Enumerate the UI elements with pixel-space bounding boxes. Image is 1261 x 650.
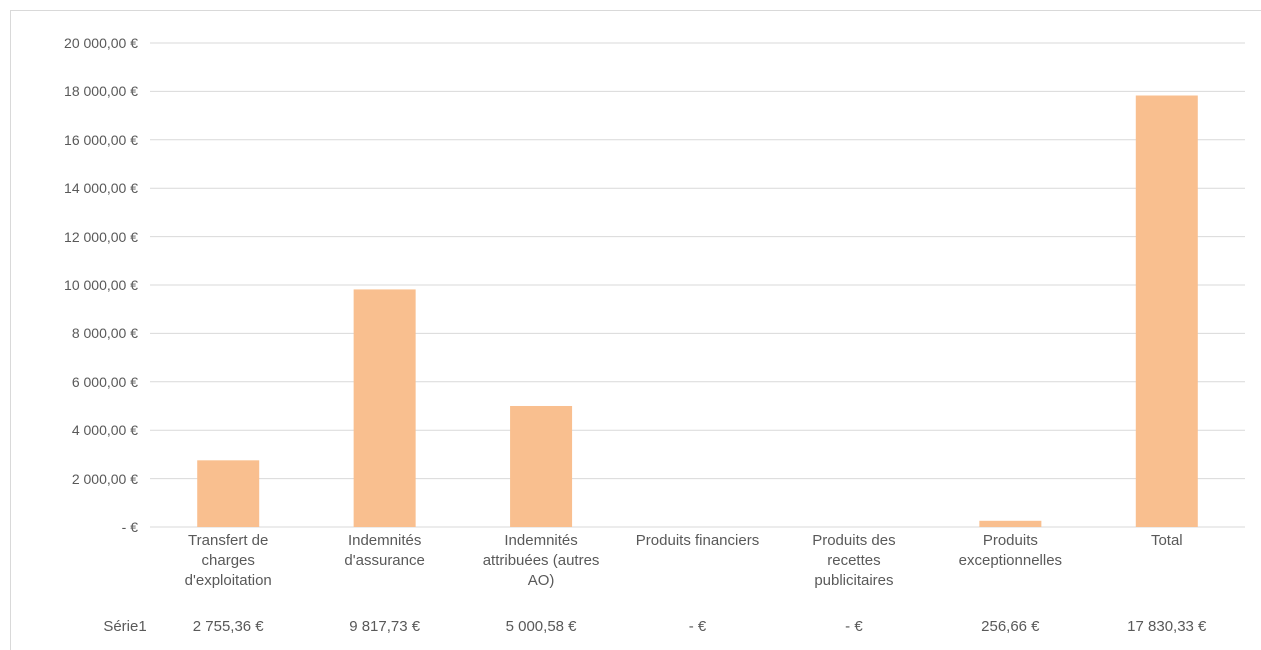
x-tick-label: Produits financiers xyxy=(635,532,760,549)
x-tick-label: Indemnités attribuées (autres AO) xyxy=(482,532,600,589)
data-table-value: 5 000,58 € xyxy=(505,618,577,635)
y-tick-label: 8 000,00 € xyxy=(71,325,138,342)
x-tick-label: Produits des recettes publicitaires xyxy=(812,532,896,589)
y-tick-label: 14 000,00 € xyxy=(64,180,138,197)
y-tick-label: - € xyxy=(121,519,138,535)
data-table-value: - € xyxy=(845,618,863,635)
data-table-value: 256,66 € xyxy=(981,618,1040,635)
data-table-value: - € xyxy=(688,618,707,635)
bar xyxy=(510,405,573,527)
y-tick-label: 6 000,00 € xyxy=(71,373,138,390)
y-tick-label: 18 000,00 € xyxy=(64,83,138,100)
data-table-value: 2 755,36 € xyxy=(192,618,264,635)
bar xyxy=(979,520,1042,527)
x-tick-label: Indemnités d'assurance xyxy=(344,532,425,569)
y-tick-label: 2 000,00 € xyxy=(71,470,138,487)
data-table-value: 17 830,33 € xyxy=(1127,618,1207,635)
y-tick-label: 16 000,00 € xyxy=(64,131,138,148)
series-name: Série1 xyxy=(103,618,147,635)
y-tick-label: 4 000,00 € xyxy=(71,422,138,439)
y-tick-label: 20 000,00 € xyxy=(64,35,138,51)
x-tick-label: Produits exceptionnelles xyxy=(958,532,1063,569)
y-tick-label: 12 000,00 € xyxy=(64,228,138,245)
x-tick-label: Total xyxy=(1150,532,1183,549)
bar xyxy=(1135,95,1198,527)
x-tick-label: Transfert de charges d'exploitation xyxy=(184,532,272,589)
y-tick-label: 10 000,00 € xyxy=(64,277,138,293)
data-table-value: 9 817,73 € xyxy=(349,618,421,635)
chart-frame xyxy=(10,10,1261,650)
bar xyxy=(197,460,260,527)
bar xyxy=(353,289,416,527)
